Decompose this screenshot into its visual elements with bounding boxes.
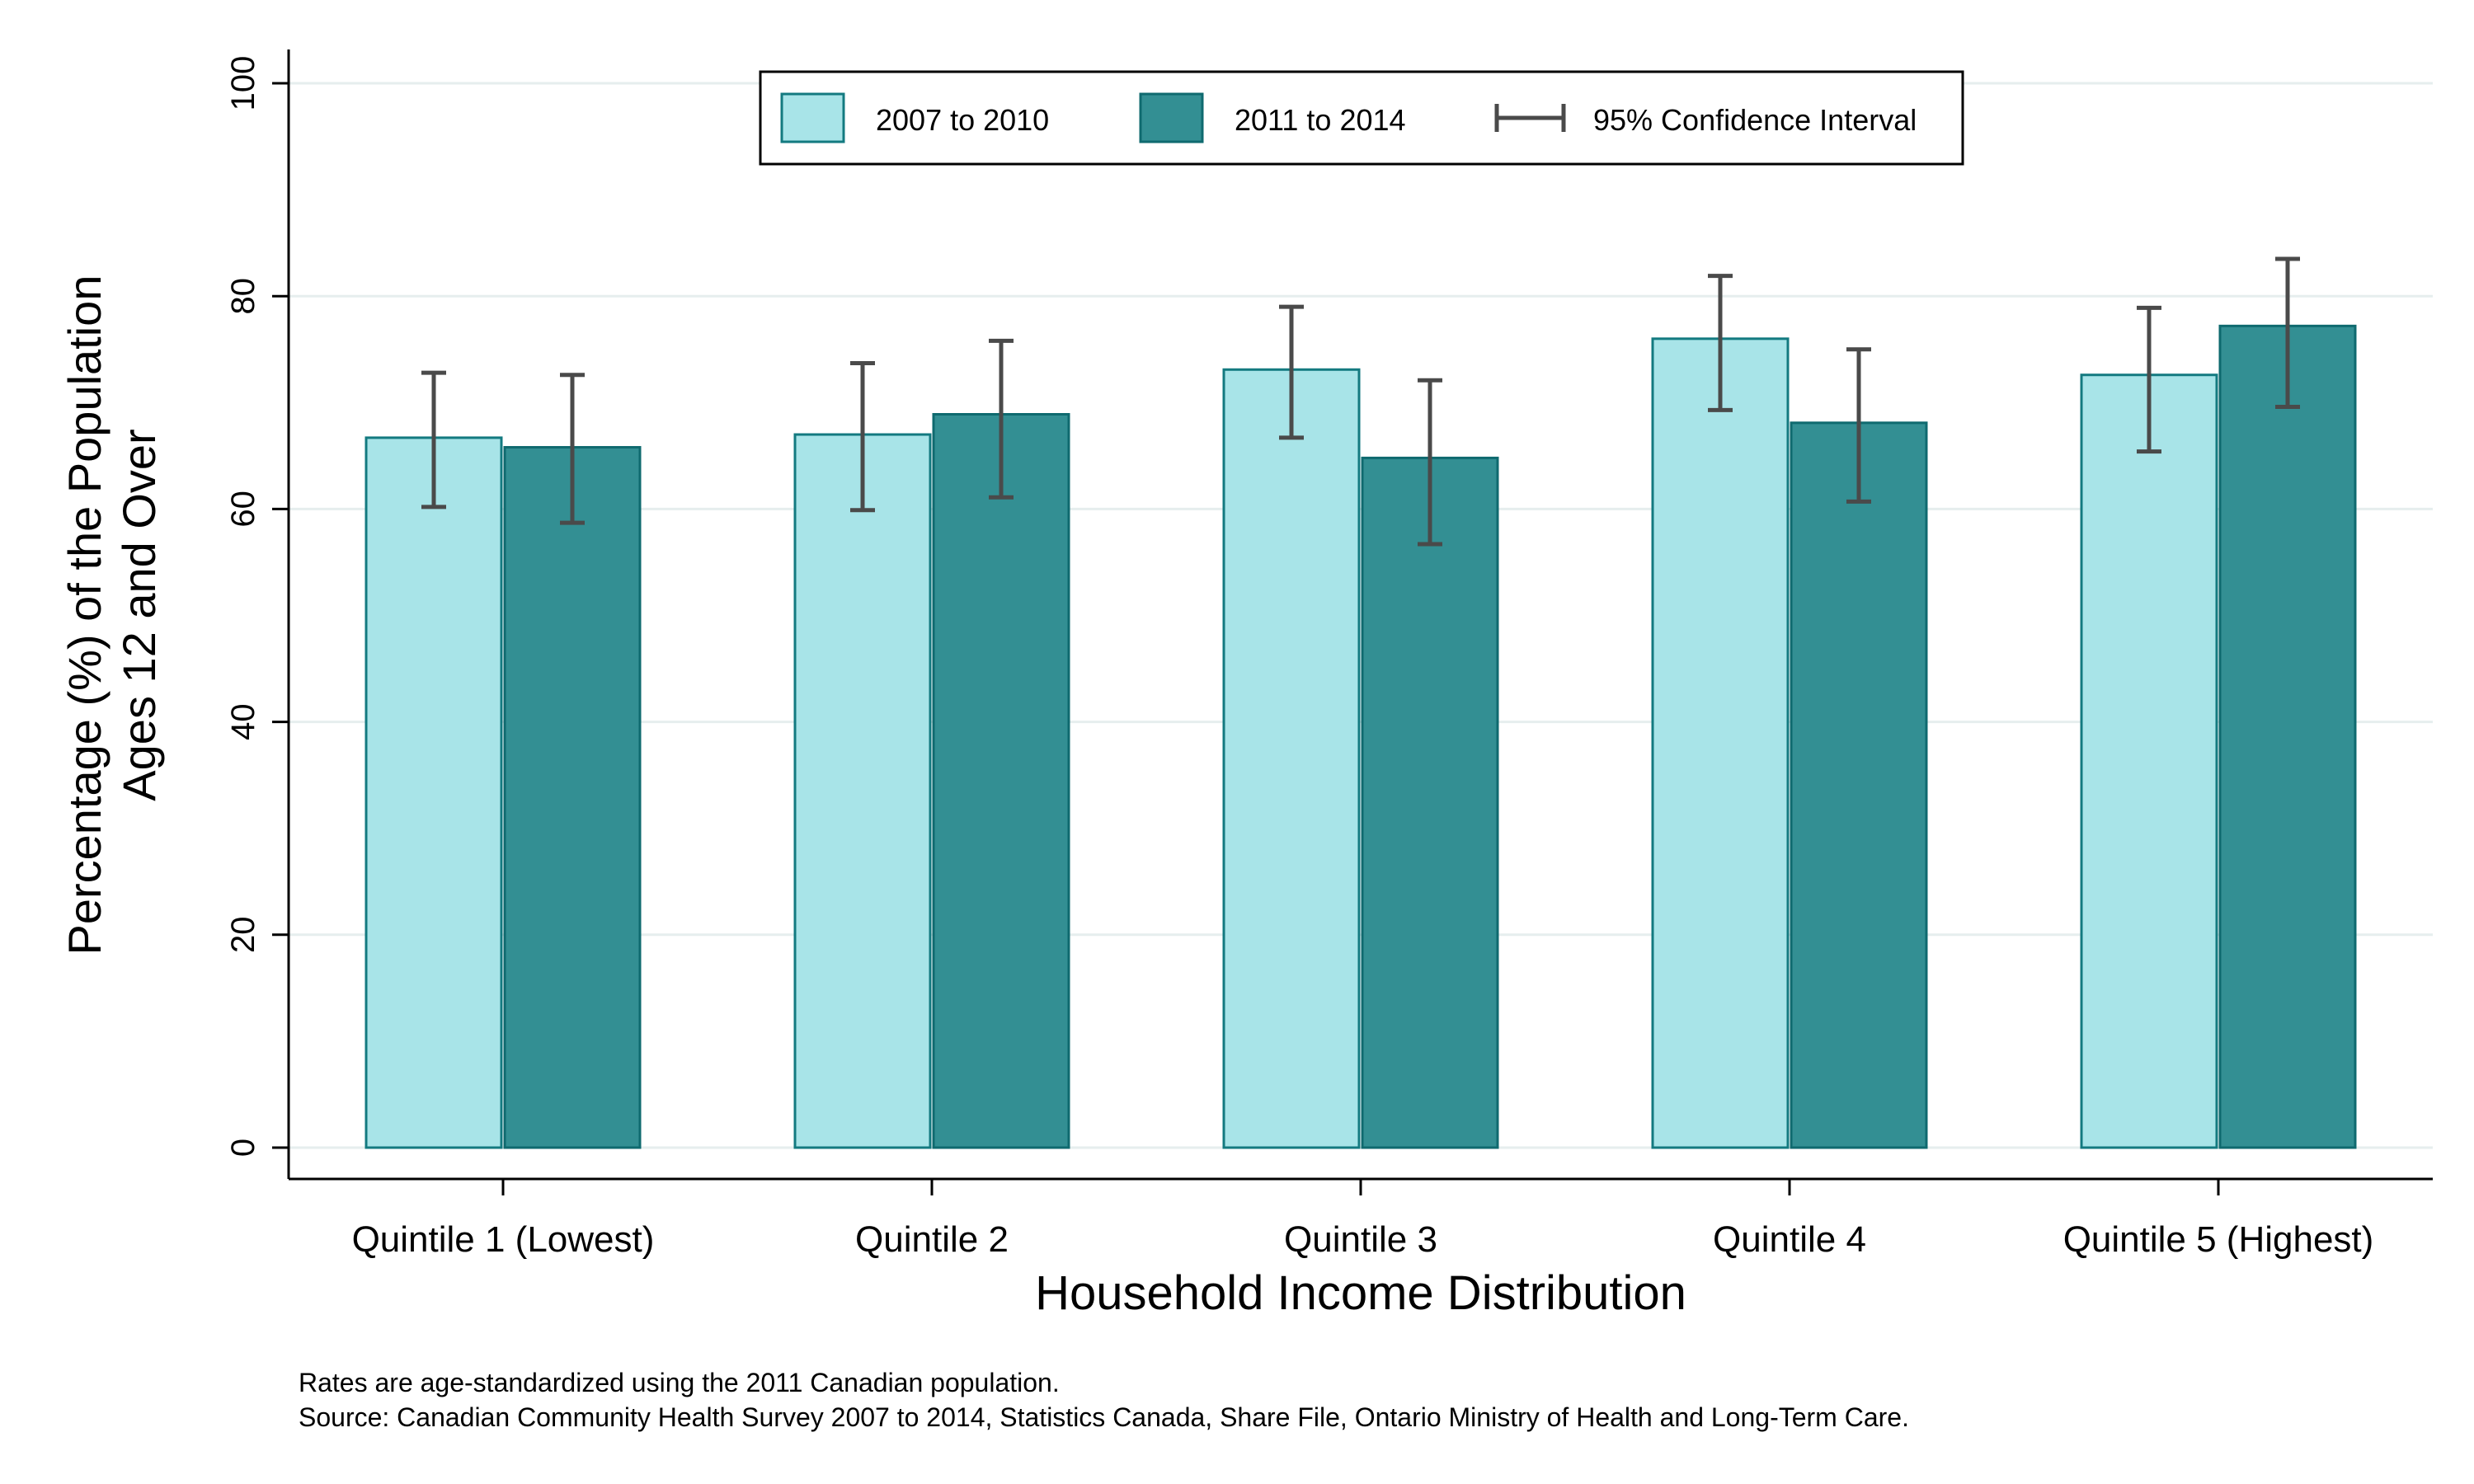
- ci-error-bar: [2137, 305, 2161, 454]
- footnote-age-standardized: Rates are age-standardized using the 201…: [299, 1368, 1060, 1397]
- ci-error-bar: [560, 373, 585, 525]
- bar-2011-to-2014-q4: [1790, 421, 1928, 1149]
- legend-label-2011-2014: 2011 to 2014: [1235, 103, 1406, 137]
- bar-2011-to-2014-q3: [1361, 456, 1499, 1149]
- y-axis-label-line-2: Ages 12 and Over: [113, 429, 165, 801]
- bars: [365, 324, 2357, 1149]
- footnote-source: Source: Canadian Community Health Survey…: [299, 1402, 1909, 1432]
- legend-label-confidence-interval: 95% Confidence Interval: [1593, 103, 1917, 137]
- y-tick-label-60: 60: [225, 491, 261, 528]
- y-tick-label-20: 20: [225, 917, 261, 954]
- x-tick-label: Quintile 1 (Lowest): [352, 1219, 655, 1260]
- y-axis-label-line-1: Percentage (%) of the Population: [59, 275, 111, 956]
- ci-error-bar: [850, 361, 875, 513]
- x-tick-label: Quintile 3: [1284, 1219, 1437, 1260]
- ci-error-bar: [2275, 256, 2300, 409]
- legend-box: [759, 70, 1964, 166]
- x-tick-label: Quintile 4: [1713, 1219, 1866, 1260]
- y-ticks: 0 20 40 60 80 100: [225, 56, 289, 1157]
- ci-error-bar: [1846, 347, 1871, 504]
- bar-2007-to-2010-q4: [1651, 337, 1790, 1149]
- bar-2011-to-2014-q5: [2218, 324, 2357, 1149]
- ci-error-bar: [421, 370, 446, 510]
- y-tick-label-0: 0: [225, 1139, 261, 1157]
- legend-ci-marker: [1494, 104, 1566, 132]
- bar-2007-to-2010-q1: [365, 436, 503, 1149]
- confidence-intervals: [421, 256, 2300, 547]
- x-tick-label: Quintile 5 (Highest): [2063, 1219, 2374, 1260]
- x-axis-label: Household Income Distribution: [1035, 1266, 1686, 1320]
- ci-error-bar: [1708, 274, 1733, 412]
- ci-error-bar: [1279, 304, 1304, 440]
- x-ticks: Quintile 1 (Lowest) Quintile 2 Quintile 3 Q…: [352, 1179, 2374, 1260]
- ci-error-bar: [1418, 378, 1442, 547]
- bar-2007-to-2010-q5: [2080, 373, 2218, 1149]
- legend-swatch-2007-2010: [780, 92, 845, 143]
- x-tick-label: Quintile 2: [855, 1219, 1009, 1260]
- legend-label-2007-2010: 2007 to 2010: [876, 103, 1049, 137]
- y-tick-label-100: 100: [225, 56, 261, 111]
- legend: 2007 to 2010 2011 to 2014 95% Confidence…: [759, 70, 1964, 166]
- ci-error-bar: [989, 338, 1014, 500]
- y-tick-label-80: 80: [225, 278, 261, 315]
- y-tick-label-40: 40: [225, 703, 261, 740]
- bar-2007-to-2010-q2: [793, 433, 932, 1149]
- legend-swatch-2011-2014: [1139, 92, 1204, 143]
- bar-2011-to-2014-q2: [932, 413, 1070, 1149]
- bar-2007-to-2010-q3: [1222, 368, 1361, 1149]
- bar-2011-to-2014-q1: [503, 446, 642, 1149]
